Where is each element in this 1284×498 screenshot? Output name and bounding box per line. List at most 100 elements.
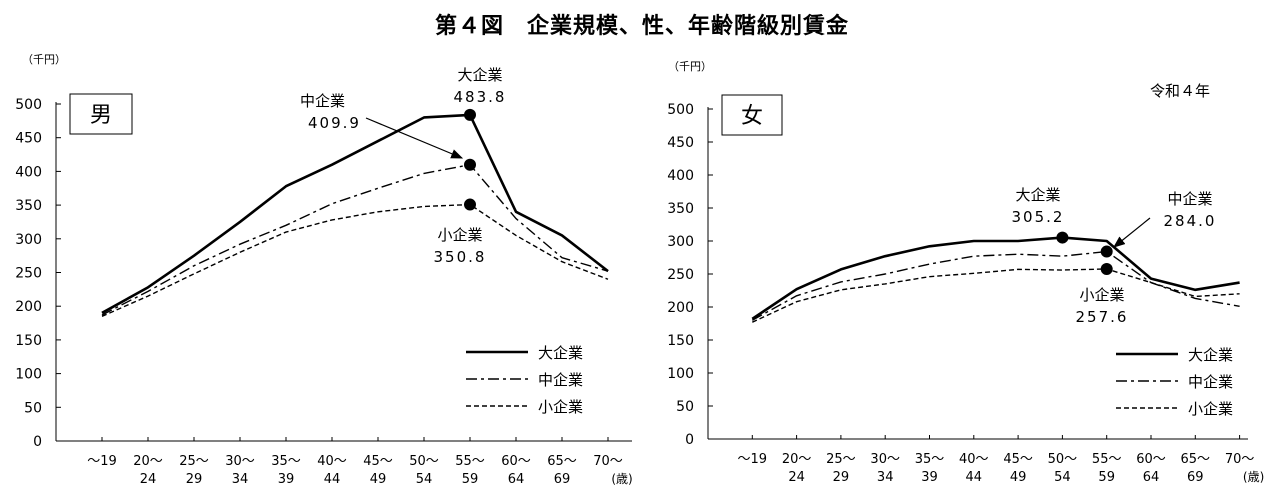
x-tick-label-2: 44 xyxy=(966,470,983,485)
x-tick-label-2: 69 xyxy=(554,472,571,487)
y-tick-label: 350 xyxy=(15,198,42,214)
highlight-point-1 xyxy=(1056,231,1069,244)
y-tick-label: 100 xyxy=(15,367,42,383)
x-tick-label: 45～ xyxy=(1003,452,1033,467)
x-tick-label-2: 29 xyxy=(186,472,203,487)
y-tick-label: 350 xyxy=(667,201,694,217)
x-tick-label: 70～ xyxy=(593,454,623,469)
x-tick-label-2: 54 xyxy=(1054,470,1071,485)
x-tick-label: 55～ xyxy=(1092,452,1122,467)
y-tick-label: 250 xyxy=(15,266,42,282)
x-tick-label-2: 29 xyxy=(833,470,850,485)
y-tick-label: 300 xyxy=(667,234,694,250)
annotation-value: 284.0 xyxy=(1164,212,1217,230)
x-tick-label-2: 59 xyxy=(462,472,479,487)
annotation-label: 中企業 xyxy=(300,92,345,110)
annotation-value: 350.8 xyxy=(434,248,487,266)
highlight-point-3 xyxy=(464,198,476,211)
x-tick-label: 35～ xyxy=(271,454,301,469)
annotation-value: 409.9 xyxy=(308,114,361,132)
legend-label-1: 大企業 xyxy=(1188,346,1233,364)
x-unit-label: (歳) xyxy=(1243,470,1264,484)
annotation-arrow xyxy=(365,117,464,159)
x-tick-label: 55～ xyxy=(455,454,485,469)
x-tick-label-2: 49 xyxy=(370,472,387,487)
annotation-arrow xyxy=(1113,217,1151,248)
y-tick-label: 500 xyxy=(15,97,42,113)
x-tick-label: 30～ xyxy=(870,452,900,467)
annotation-value: 483.8 xyxy=(454,88,507,106)
x-tick-label: ～19 xyxy=(738,452,768,467)
y-tick-label: 0 xyxy=(685,432,694,448)
chart-men: （千円） 0 50 100 150 200 250 300 350 400 450 500 ～19 20～… xyxy=(15,53,632,487)
x-tick-label-2: 69 xyxy=(1187,470,1204,485)
legend-label-1: 大企業 xyxy=(538,344,583,362)
y-tick-label: 250 xyxy=(667,267,694,283)
x-tick-label: 20～ xyxy=(782,452,812,467)
x-tick-label: 65～ xyxy=(547,454,577,469)
y-tick-label: 50 xyxy=(676,399,694,415)
series-line-3 xyxy=(101,203,609,317)
panel-label: 女 xyxy=(741,104,763,129)
y-tick-label: 300 xyxy=(15,232,42,248)
y-tick-label: 400 xyxy=(15,164,42,180)
y-tick-label: 200 xyxy=(667,300,694,316)
x-tick-label: ～19 xyxy=(87,454,117,469)
series-line-3 xyxy=(752,268,1240,323)
series-line-1 xyxy=(101,113,609,315)
y-tick-label: 450 xyxy=(667,135,694,151)
x-tick-label: 20～ xyxy=(133,454,163,469)
series-line-1 xyxy=(751,236,1240,320)
x-tick-label: 60～ xyxy=(501,454,531,469)
annotation-value: 305.2 xyxy=(1012,208,1065,226)
x-tick-label-2: 44 xyxy=(324,472,341,487)
x-tick-label: 60～ xyxy=(1136,452,1166,467)
page-title: 第４図 企業規模、性、年齢階級別賃金 xyxy=(434,14,849,39)
x-tick-label-2: 64 xyxy=(1143,470,1160,485)
panel-label-box xyxy=(69,93,133,135)
y-unit-label: （千円） xyxy=(668,60,712,73)
x-tick-label: 40～ xyxy=(959,452,989,467)
annotation-label: 大企業 xyxy=(457,66,502,84)
x-tick-label: 25～ xyxy=(826,452,856,467)
x-tick-label: 50～ xyxy=(1048,452,1078,467)
y-tick-label: 100 xyxy=(667,366,694,382)
y-tick-label: 450 xyxy=(15,131,42,147)
x-tick-label: 25～ xyxy=(179,454,209,469)
x-tick-label: 40～ xyxy=(317,454,347,469)
panel-label: 男 xyxy=(90,103,112,128)
x-tick-label-2: 64 xyxy=(508,472,525,487)
y-tick-label: 200 xyxy=(15,299,42,315)
legend-label-3: 小企業 xyxy=(538,398,583,416)
x-tick-label: 50～ xyxy=(409,454,439,469)
annotation-label: 中企業 xyxy=(1167,190,1212,208)
annotation-label: 大企業 xyxy=(1015,186,1060,204)
x-tick-label: 70～ xyxy=(1225,452,1255,467)
chart-women: （千円） 0 50 100 150 200 250 300 350 400 450 500 ～19 20～… xyxy=(667,60,1264,485)
legend-label-2: 中企業 xyxy=(538,371,583,389)
y-tick-label: 500 xyxy=(667,102,694,118)
x-tick-label: 30～ xyxy=(225,454,255,469)
highlight-point-2 xyxy=(1100,245,1113,258)
x-tick-label-2: 24 xyxy=(140,472,157,487)
highlight-point-3 xyxy=(1100,262,1113,275)
y-tick-label: 50 xyxy=(24,400,42,416)
y-tick-label: 150 xyxy=(667,333,694,349)
x-tick-label-2: 49 xyxy=(1010,470,1027,485)
x-tick-label-2: 59 xyxy=(1098,470,1115,485)
x-unit-label: (歳) xyxy=(611,472,632,486)
legend-label-2: 中企業 xyxy=(1188,373,1233,391)
y-unit-label: （千円） xyxy=(22,53,66,66)
x-tick-label-2: 54 xyxy=(416,472,433,487)
x-tick-label-2: 24 xyxy=(788,470,805,485)
x-tick-label: 35～ xyxy=(915,452,945,467)
series-line-2 xyxy=(101,164,609,316)
x-tick-label-2: 39 xyxy=(921,470,938,485)
series-line-2 xyxy=(751,250,1240,321)
highlight-point-1 xyxy=(464,108,476,121)
year-note: 令和４年 xyxy=(1150,82,1210,100)
highlight-point-2 xyxy=(464,158,476,171)
x-tick-label: 45～ xyxy=(363,454,393,469)
annotation-value: 257.6 xyxy=(1076,308,1129,326)
legend-label-3: 小企業 xyxy=(1188,400,1233,418)
